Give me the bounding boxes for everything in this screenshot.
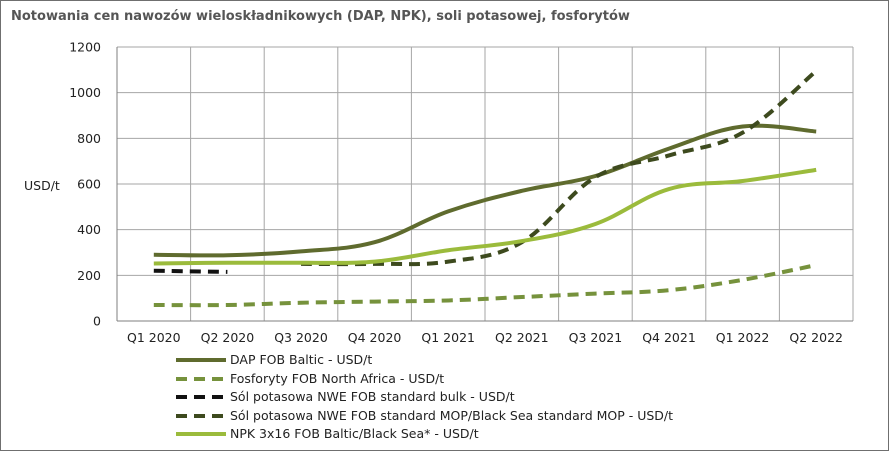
x-tick-label: Q2 2022 — [789, 330, 843, 345]
x-tick-label: Q2 2021 — [495, 330, 549, 345]
legend-label: Fosforyty FOB North Africa - USD/t — [230, 370, 445, 386]
y-axis-label: USD/t — [24, 178, 60, 193]
x-tick-label: Q4 2020 — [348, 330, 402, 345]
y-tick-label: 1000 — [69, 85, 101, 100]
x-tick-label: Q1 2020 — [127, 330, 181, 345]
series-line-3 — [153, 268, 228, 274]
x-tick-label: Q1 2022 — [716, 330, 770, 345]
legend-label: Sól potasowa NWE FOB standard bulk - USD… — [230, 389, 515, 404]
x-tick-label: Q1 2021 — [421, 330, 475, 345]
series-line-1 — [153, 123, 817, 258]
legend-label: Sól potasowa NWE FOB standard MOP/Black … — [230, 407, 674, 423]
legend-label: DAP FOB Baltic - USD/t — [230, 352, 373, 367]
series-line-4 — [300, 69, 818, 267]
y-tick-label: 0 — [93, 314, 101, 329]
x-tick-label: Q3 2021 — [569, 330, 623, 345]
series-line-2 — [153, 263, 817, 308]
legend-label: NPK 3x16 FOB Baltic/Black Sea* - USD/t — [230, 426, 479, 441]
x-tick-label: Q3 2020 — [274, 330, 328, 345]
chart-title: Notowania cen nawozów wieloskładnikowych… — [11, 9, 630, 24]
y-tick-label: 600 — [77, 177, 101, 192]
legend-swatch — [176, 358, 226, 362]
y-tick-label: 1200 — [69, 40, 101, 55]
legend-swatch — [176, 413, 226, 418]
y-tick-label: 400 — [77, 222, 101, 237]
x-tick-label: Q4 2021 — [642, 330, 696, 345]
legend-swatch — [176, 432, 226, 436]
y-tick-label: 800 — [77, 131, 101, 146]
series-line-5 — [153, 167, 817, 266]
y-tick-label: 200 — [77, 268, 101, 283]
legend-swatch — [176, 376, 226, 381]
x-tick-label: Q2 2020 — [201, 330, 255, 345]
legend-swatch — [176, 395, 226, 399]
